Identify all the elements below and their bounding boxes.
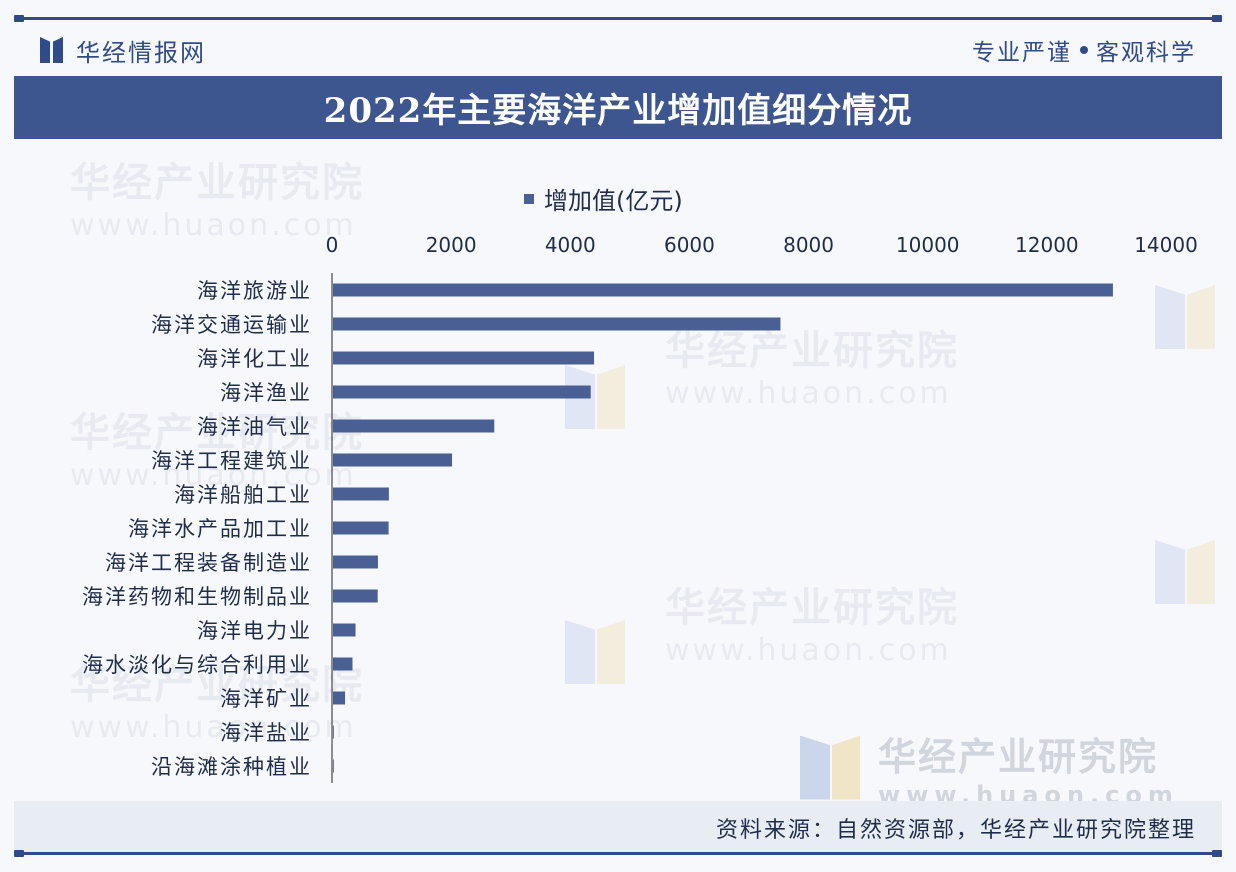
- x-tick-label: 10000: [896, 233, 960, 257]
- bar: [333, 419, 495, 433]
- y-axis-labels: 海洋旅游业海洋交通运输业海洋化工业海洋渔业海洋油气业海洋工程建筑业海洋船舶工业海…: [82, 279, 312, 779]
- brand-logo-icon: [40, 37, 66, 63]
- x-axis: 0 2000 4000 6000 8000 10000 12000 14000: [326, 233, 1198, 257]
- x-tick-label: 6000: [664, 233, 715, 257]
- x-tick-label: 2000: [426, 233, 477, 257]
- legend-label: 增加值(亿元): [544, 187, 683, 215]
- category-label: 海洋工程建筑业: [151, 449, 312, 473]
- category-label: 海洋旅游业: [197, 279, 312, 303]
- bar: [333, 351, 595, 365]
- x-tick-label: 4000: [545, 233, 596, 257]
- category-label: 海洋工程装备制造业: [105, 551, 312, 575]
- bottom-rule: [14, 850, 1222, 857]
- category-label: 海洋电力业: [197, 619, 312, 643]
- category-label: 海洋船舶工业: [174, 483, 312, 507]
- bar: [333, 623, 356, 637]
- category-label: 海洋药物和生物制品业: [82, 585, 312, 609]
- bullet-dot-icon: [1080, 46, 1088, 54]
- brand: 华经情报网: [40, 34, 206, 67]
- category-label: 海洋渔业: [220, 381, 312, 405]
- top-rule: [14, 15, 1222, 22]
- chart-legend: 增加值(亿元): [524, 181, 683, 216]
- category-label: 海洋水产品加工业: [128, 517, 312, 541]
- legend-swatch: [524, 193, 534, 204]
- bar: [333, 691, 346, 705]
- source-note: 资料来源：自然资源部，华经产业研究院整理: [715, 818, 1196, 843]
- bars: [333, 283, 1113, 773]
- bar: [333, 521, 389, 535]
- bar: [333, 555, 378, 569]
- category-label: 海水淡化与综合利用业: [82, 653, 312, 677]
- slogan: 专业严谨 客观科学: [972, 34, 1196, 66]
- category-label: 海洋交通运输业: [151, 313, 312, 337]
- category-label: 沿海滩涂种植业: [151, 755, 312, 779]
- x-tick-label: 8000: [783, 233, 834, 257]
- category-label: 海洋油气业: [197, 415, 312, 439]
- bar: [333, 317, 781, 331]
- title-bar: 2022年主要海洋产业增加值细分情况: [14, 76, 1222, 139]
- slogan-right: 客观科学: [1096, 40, 1196, 66]
- x-tick-label: 12000: [1015, 233, 1079, 257]
- category-label: 海洋化工业: [197, 347, 312, 371]
- bar: [333, 725, 334, 739]
- category-label: 海洋矿业: [220, 687, 312, 711]
- x-tick-label: 0: [326, 233, 339, 257]
- chart-title: 2022年主要海洋产业增加值细分情况: [323, 91, 913, 131]
- x-tick-label: 14000: [1134, 233, 1198, 257]
- bar: [333, 487, 389, 501]
- bar: [333, 589, 378, 603]
- bar: [333, 385, 591, 399]
- footer-bar: [14, 801, 1222, 852]
- bar: [333, 759, 334, 773]
- slogan-left: 专业严谨: [972, 40, 1072, 66]
- bar: [333, 453, 453, 467]
- bar: [333, 657, 353, 671]
- category-label: 海洋盐业: [220, 721, 312, 745]
- bar: [333, 283, 1113, 297]
- brand-name: 华经情报网: [76, 38, 206, 67]
